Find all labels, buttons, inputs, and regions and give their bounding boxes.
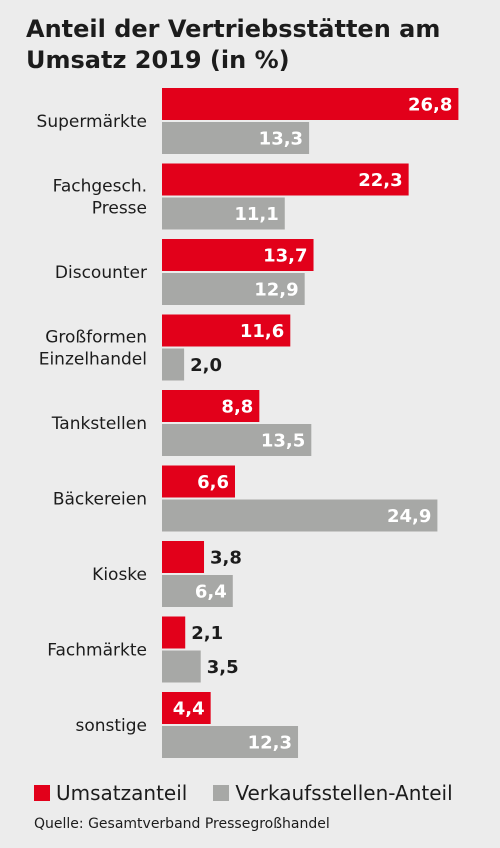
- category-label: Kioske: [92, 565, 147, 585]
- bar-verkaufsstellen: [162, 726, 299, 758]
- category-label: Bäckereien: [53, 490, 147, 510]
- bar-umsatzanteil: [162, 163, 409, 196]
- data-label: 3,5: [207, 657, 239, 678]
- source-note: Quelle: Gesamtverband Pressegroßhandel: [34, 816, 330, 832]
- bar-umsatzanteil: [162, 616, 186, 649]
- category-label: Discounter: [55, 263, 147, 283]
- data-label: 2,1: [191, 623, 223, 644]
- bar-umsatzanteil: [162, 692, 211, 724]
- bar-umsatzanteil: [162, 541, 205, 573]
- legend: Umsatzanteil Verkaufsstellen-Anteil: [34, 781, 494, 805]
- data-label: 12,3: [248, 733, 292, 754]
- bar-umsatzanteil: [162, 390, 260, 422]
- legend-swatch-gray: [213, 785, 230, 801]
- category-label: Fachgesch. Presse: [53, 177, 147, 219]
- category-label: Großformen Einzelhandel: [39, 328, 147, 370]
- legend-label-umsatzanteil: Umsatzanteil: [56, 781, 188, 805]
- bar-verkaufsstellen: [162, 348, 185, 381]
- bar-chart: Supermärkte 26,8 13,3 Fachgesch. Presse 22,3 1…: [37, 88, 459, 758]
- bar-umsatzanteil: [162, 465, 235, 498]
- bar-umsatzanteil: [162, 88, 459, 120]
- data-label: 3,8: [210, 548, 242, 569]
- data-label: 13,5: [261, 431, 305, 452]
- legend-swatch-red: [34, 785, 50, 801]
- bar-verkaufsstellen: [162, 424, 312, 456]
- data-label: 24,9: [387, 506, 431, 527]
- bar-verkaufsstellen: [162, 499, 438, 532]
- data-label: 13,3: [259, 129, 303, 150]
- chart-title: Anteil der Vertriebsstätten am Umsatz 20…: [26, 15, 441, 74]
- bar-verkaufsstellen: [162, 650, 201, 683]
- legend-item-umsatzanteil: Umsatzanteil: [34, 781, 187, 805]
- bar-verkaufsstellen: [162, 273, 305, 305]
- category-label: Fachmärkte: [47, 641, 147, 661]
- category-label: Tankstellen: [51, 414, 147, 434]
- bar-umsatzanteil: [162, 314, 291, 347]
- data-label: 2,0: [190, 355, 222, 376]
- bar-verkaufsstellen: [162, 122, 310, 154]
- data-label: 4,4: [173, 699, 205, 720]
- legend-label-verkaufsstellen: Verkaufsstellen-Anteil: [235, 781, 453, 805]
- data-label: 11,1: [234, 204, 278, 225]
- bar-umsatzanteil: [162, 239, 314, 271]
- legend-item-verkaufsstellen: Verkaufsstellen-Anteil: [213, 781, 453, 805]
- bar-verkaufsstellen: [162, 575, 233, 607]
- category-label: Supermärkte: [37, 112, 147, 132]
- data-label: 12,9: [254, 280, 298, 301]
- bar-verkaufsstellen: [162, 197, 285, 230]
- data-label: 6,4: [195, 582, 227, 603]
- data-label: 8,8: [221, 397, 253, 418]
- data-label: 11,6: [240, 321, 284, 342]
- data-label: 13,7: [263, 246, 307, 267]
- data-label: 6,6: [197, 472, 229, 493]
- category-label: sonstige: [75, 716, 147, 736]
- data-label: 26,8: [408, 95, 452, 116]
- data-label: 22,3: [358, 170, 402, 191]
